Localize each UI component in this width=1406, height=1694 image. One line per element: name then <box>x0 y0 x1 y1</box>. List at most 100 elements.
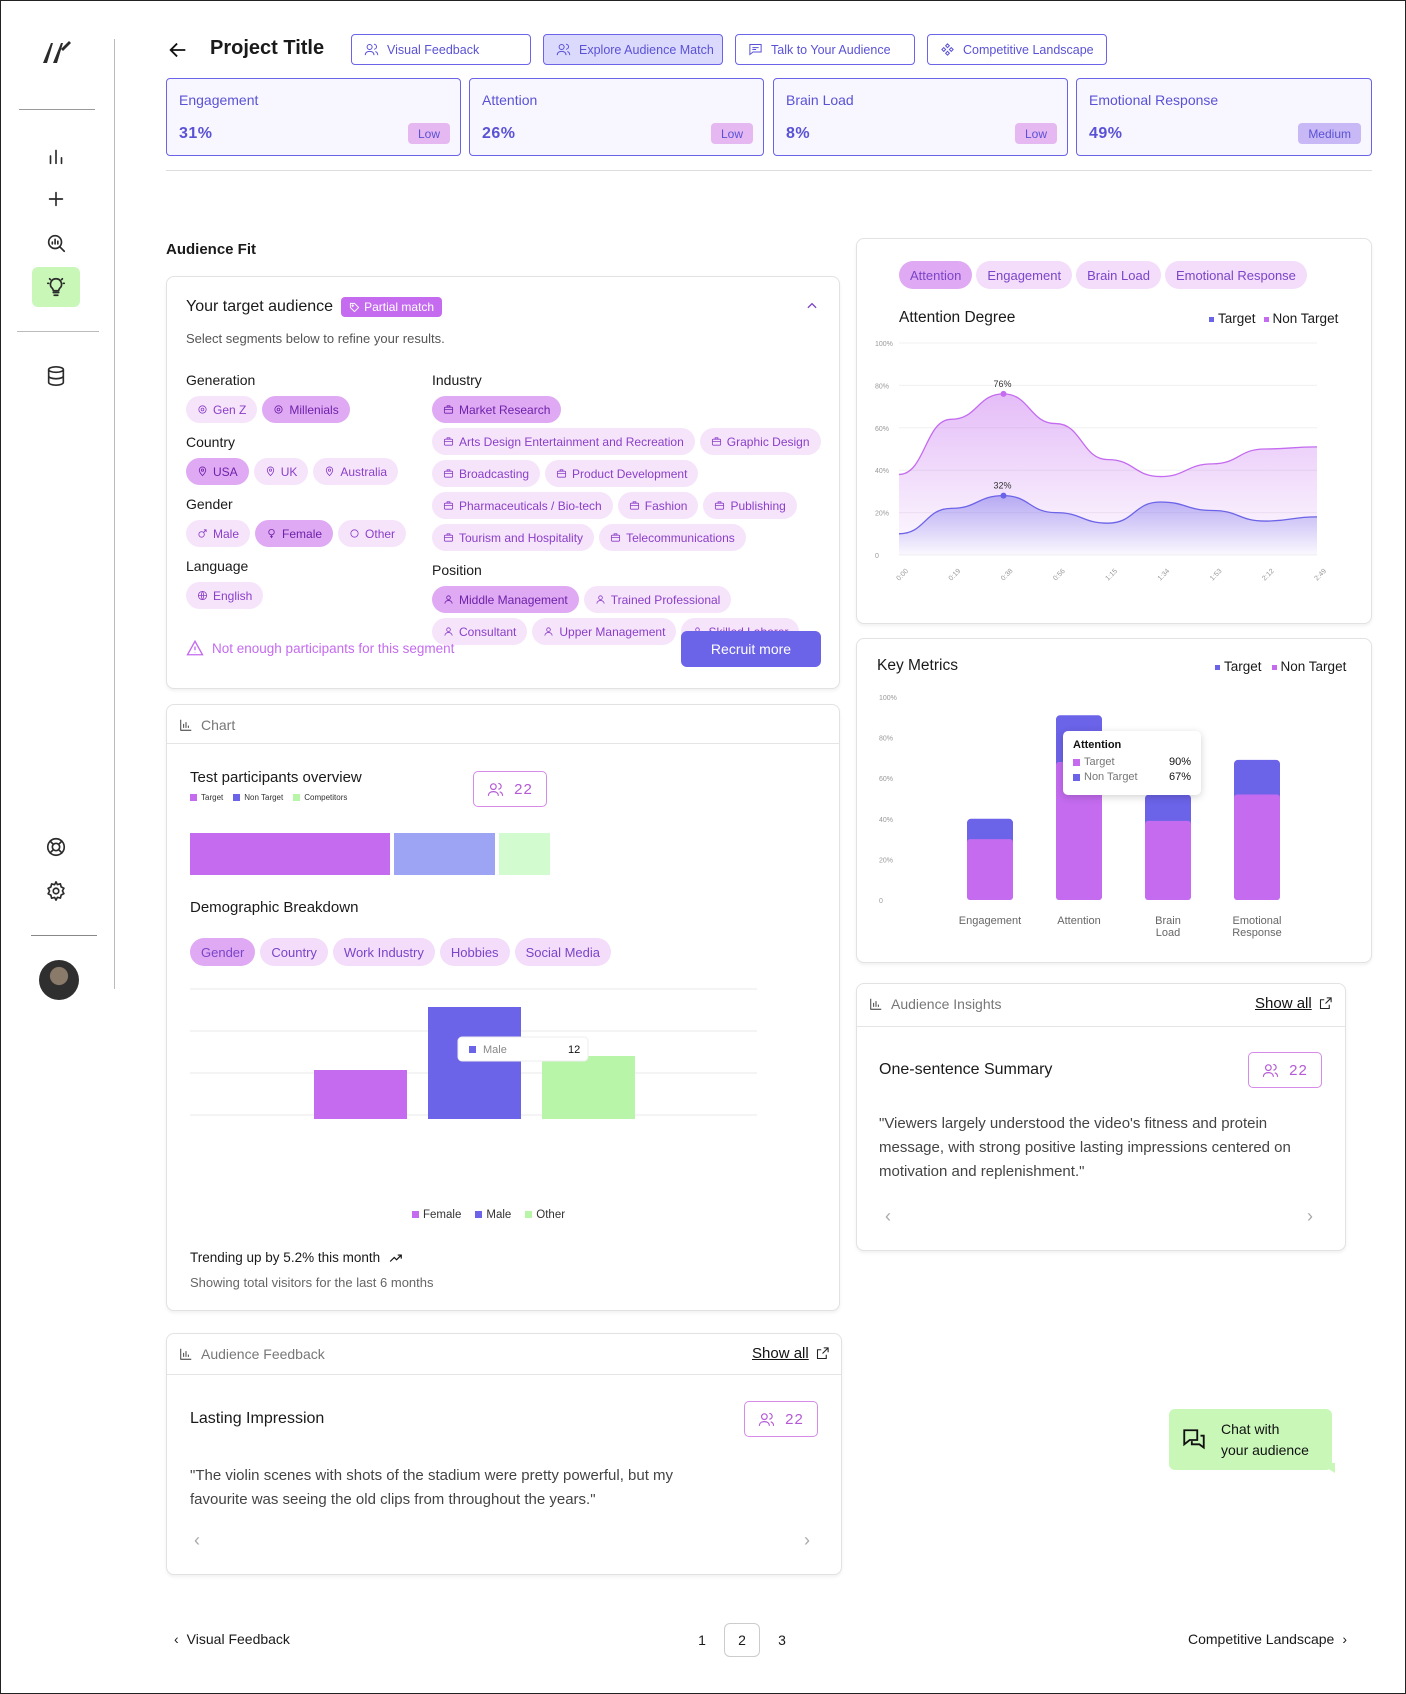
generation-chip[interactable]: Gen Z <box>186 396 258 423</box>
search-analytics-icon[interactable] <box>32 223 80 263</box>
country-chip-group: USA UK Australia <box>186 458 416 490</box>
y-tick-label: 100% <box>879 695 897 702</box>
country-chip[interactable]: UK <box>253 458 309 485</box>
person-icon <box>444 595 453 604</box>
chat-with-audience-button[interactable]: Chat with your audience <box>1169 1409 1332 1470</box>
status-badge: Medium <box>1298 123 1361 144</box>
settings-icon[interactable] <box>32 871 80 911</box>
tab-talk-to-your-audience[interactable]: Talk to Your Audience <box>735 34 915 65</box>
country-chip[interactable]: Australia <box>313 458 399 485</box>
industry-chip[interactable]: Graphic Design <box>699 428 821 455</box>
participant-count[interactable]: 22 <box>473 771 547 807</box>
bag-icon <box>443 405 454 414</box>
language-chip[interactable]: English <box>186 582 264 609</box>
attention-area-chart: 100% 80% 60% 40% 20% 0 76% 32% 0:00 0:19 0:38 0:56 1… <box>875 341 1328 583</box>
y-tick-label: 60% <box>875 426 889 433</box>
chevron-up-icon[interactable] <box>805 299 819 318</box>
card-title: Your target audience <box>186 298 334 315</box>
bag-icon <box>629 501 639 510</box>
person-icon <box>444 627 453 636</box>
avatar[interactable] <box>39 960 79 1000</box>
prev-arrow-icon[interactable]: ‹ <box>885 1206 891 1226</box>
metric-card-brain-load[interactable]: Brain Load 8% Low <box>773 78 1068 156</box>
tooltip-swatch <box>469 1046 476 1053</box>
peak-label: 32% <box>994 481 1012 491</box>
show-all-link[interactable]: Show all <box>752 1345 830 1362</box>
back-arrow-icon[interactable] <box>167 39 189 66</box>
segment-right-column: Industry Market Research Arts Design Ente… <box>432 366 832 650</box>
next-arrow-icon[interactable]: › <box>804 1530 810 1550</box>
metric-card-emotional-response[interactable]: Emotional Response 49% Medium <box>1076 78 1372 156</box>
breakdown-tabs: Gender Country Work Industry Hobbies Soc… <box>190 938 611 966</box>
target-icon <box>274 405 283 414</box>
chart-icon[interactable] <box>32 136 80 176</box>
tab-competitive-landscape[interactable]: Competitive Landscape <box>927 34 1107 65</box>
section-title: Audience Fit <box>166 241 257 258</box>
metric-card-attention[interactable]: Attention 26% Low <box>469 78 764 156</box>
page-2[interactable]: 2 <box>724 1623 760 1657</box>
gender-chip[interactable]: Other <box>338 520 407 547</box>
feedback-count[interactable]: 22 <box>744 1401 818 1437</box>
gender-chip[interactable]: Male <box>186 520 251 547</box>
breakdown-tab-gender[interactable]: Gender <box>190 938 256 966</box>
show-all-link[interactable]: Show all <box>1255 995 1333 1012</box>
breakdown-tab-work-industry[interactable]: Work Industry <box>332 938 435 966</box>
industry-chip[interactable]: Product Development <box>545 460 699 487</box>
tab-brain-load[interactable]: Brain Load <box>1076 261 1161 289</box>
chart-tooltip: Male 12 <box>457 1036 589 1062</box>
industry-chip[interactable]: Market Research <box>432 396 562 423</box>
industry-chip[interactable]: Publishing <box>703 492 797 519</box>
tab-emotional-response[interactable]: Emotional Response <box>1164 261 1307 289</box>
next-page-link[interactable]: Competitive Landscape › <box>1188 1631 1347 1647</box>
x-tick-label: 0:19 <box>948 568 963 583</box>
industry-chip[interactable]: Broadcasting <box>432 460 541 487</box>
page-1[interactable]: 1 <box>698 1632 706 1648</box>
y-tick-label: 60% <box>879 776 893 783</box>
page-3[interactable]: 3 <box>778 1632 786 1648</box>
tab-attention[interactable]: Attention <box>899 261 973 289</box>
gender-chip[interactable]: Female <box>255 520 334 547</box>
insights-count[interactable]: 22 <box>1248 1052 1322 1088</box>
country-chip[interactable]: USA <box>186 458 249 485</box>
industry-chip[interactable]: Arts Design Entertainment and Recreation <box>432 428 695 455</box>
help-icon[interactable] <box>32 827 80 867</box>
tooltip-label: Male <box>483 1044 507 1056</box>
industry-chip[interactable]: Pharmaceuticals / Bio-tech <box>432 492 613 519</box>
breakdown-tab-country[interactable]: Country <box>260 938 328 966</box>
breakdown-tab-social-media[interactable]: Social Media <box>514 938 611 966</box>
warning-icon <box>186 639 204 656</box>
industry-chip[interactable]: Fashion <box>617 492 699 519</box>
plus-icon[interactable] <box>32 179 80 219</box>
recruit-more-button[interactable]: Recruit more <box>681 631 821 667</box>
users-icon <box>1263 1063 1279 1077</box>
position-chip[interactable]: Upper Management <box>532 618 677 645</box>
chat-icon <box>749 44 762 56</box>
industry-chip[interactable]: Tourism and Hospitality <box>432 524 595 551</box>
generation-chip[interactable]: Millenials <box>262 396 350 423</box>
tab-explore-audience-match[interactable]: Explore Audience Match <box>543 34 723 65</box>
series-line <box>898 494 1318 535</box>
industry-chip[interactable]: Telecommunications <box>599 524 746 551</box>
bag-icon <box>443 437 454 446</box>
position-chip[interactable]: Trained Professional <box>583 586 732 613</box>
participant-bar-segment <box>190 833 390 875</box>
lightbulb-icon[interactable] <box>32 267 80 307</box>
metric-card-engagement[interactable]: Engagement 31% Low <box>166 78 461 156</box>
key-metrics-bar-chart: 100% 80% 60% 40% 20% 0 Engagement Attention Brai… <box>879 695 1282 939</box>
x-tick-label: 0:38 <box>1000 568 1015 583</box>
header-divider <box>166 170 1372 171</box>
prev-arrow-icon[interactable]: ‹ <box>194 1530 200 1550</box>
globe-icon <box>197 590 208 601</box>
tab-engagement[interactable]: Engagement <box>976 261 1073 289</box>
next-arrow-icon[interactable]: › <box>1307 1206 1313 1226</box>
position-chip[interactable]: Middle Management <box>432 586 579 613</box>
bag-icon <box>711 437 721 446</box>
database-icon[interactable] <box>32 356 80 396</box>
prev-page-link[interactable]: ‹ Visual Feedback <box>174 1631 290 1647</box>
position-chip[interactable]: Consultant <box>432 618 528 645</box>
trend-text: Trending up by 5.2% this month <box>190 1250 404 1265</box>
chevron-left-icon: ‹ <box>174 1631 179 1647</box>
tab-visual-feedback[interactable]: Visual Feedback <box>351 34 531 65</box>
breakdown-tab-hobbies[interactable]: Hobbies <box>439 938 510 966</box>
